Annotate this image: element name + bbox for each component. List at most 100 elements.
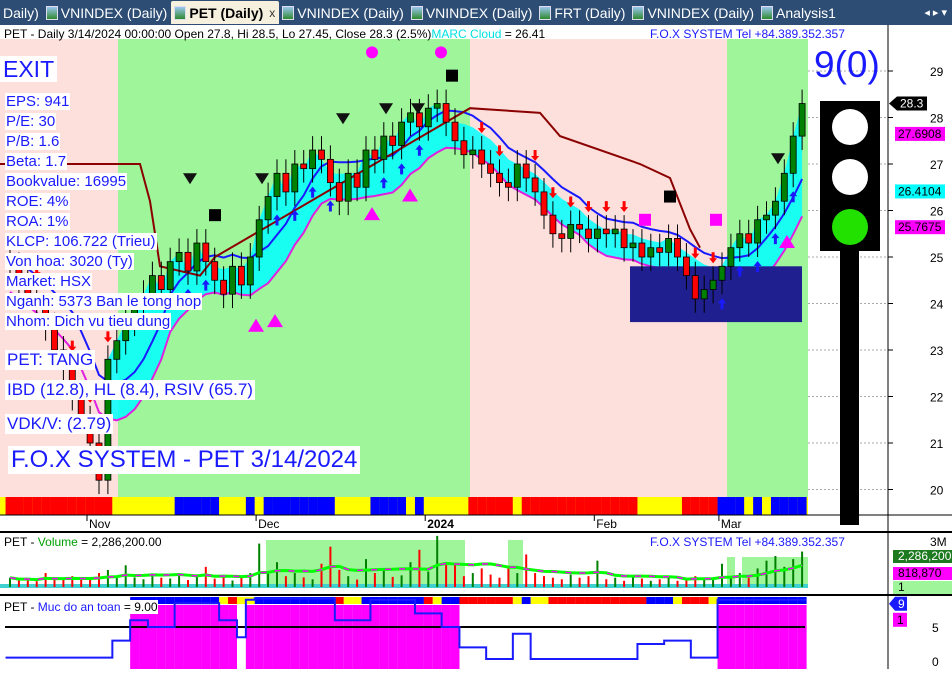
safety-fill xyxy=(797,605,807,669)
buy-arrow-icon xyxy=(201,279,210,291)
ratings-text: IBD (12.8), HL (8.4), RSIV (65.7) xyxy=(5,380,255,400)
safety-band-segment xyxy=(361,597,371,604)
safety-band-segment xyxy=(308,597,318,604)
candle-body xyxy=(371,149,379,160)
trend-band-segment xyxy=(210,497,220,515)
tab-5[interactable]: FRT (Daily) xyxy=(536,1,629,24)
sell-arrow-icon xyxy=(709,252,718,264)
candle-body xyxy=(798,103,806,137)
trend-band-segment xyxy=(228,497,237,515)
trend-band-segment xyxy=(85,497,95,515)
fundamental-item: Nganh: 5373 Ban le tong hop xyxy=(5,293,203,311)
last-price-tag xyxy=(889,96,927,111)
trend-band-segment xyxy=(183,497,193,515)
trend-band-segment xyxy=(566,497,576,515)
safety-fill xyxy=(174,605,184,669)
brand-contact: F.O.X SYSTEM Tel +84.389.352.357 xyxy=(650,27,845,41)
fundamental-item: Beta: 1.7 xyxy=(5,153,68,171)
safety-value: = 9.00 xyxy=(120,600,158,614)
candle-body xyxy=(202,242,210,263)
trend-band-segment xyxy=(681,497,691,515)
price-tag xyxy=(895,184,945,199)
safety-fill xyxy=(414,605,424,669)
safety-fill xyxy=(361,605,371,669)
safety-band-segment xyxy=(468,597,478,604)
candle-body xyxy=(389,135,397,146)
candle-body xyxy=(558,233,566,239)
safety-fill xyxy=(717,605,727,669)
magenta-triangle-icon xyxy=(248,318,264,332)
safety-value-label: 9 xyxy=(898,597,905,611)
trend-band-segment xyxy=(156,497,166,515)
chart-area[interactable]: Nov Dec 2024 Feb Mar 20 21 22 23 24 25 26 27 28 29 28.3… xyxy=(0,25,952,669)
candle-body xyxy=(496,172,503,184)
candle-body xyxy=(709,279,717,290)
candle-body xyxy=(282,172,290,193)
trend-band-segment xyxy=(441,497,451,515)
safety-band-segment xyxy=(334,597,344,604)
tab-3[interactable]: VNINDEX (Daily) xyxy=(279,1,408,24)
safety-fill xyxy=(379,605,389,669)
trend-band-segment xyxy=(112,497,122,515)
safety-band-segment xyxy=(673,597,682,604)
trend-band-segment xyxy=(245,497,255,515)
safety-fill xyxy=(201,605,211,669)
safety-fill xyxy=(228,605,237,669)
tab-7[interactable]: Analysis1 xyxy=(758,1,840,24)
target-zone xyxy=(630,266,802,323)
trend-band-segment xyxy=(352,497,362,515)
black-square-icon xyxy=(209,209,221,222)
score-label: 9(0) xyxy=(814,44,880,85)
trend-band-segment xyxy=(673,497,682,515)
tab-label: PET (Daily) xyxy=(189,4,264,21)
candle-body xyxy=(638,242,646,258)
x-tick-label: Dec xyxy=(258,517,279,531)
candle-body xyxy=(478,149,486,165)
trend-band-segment xyxy=(103,497,113,515)
tab-1[interactable]: VNINDEX (Daily) xyxy=(43,1,172,24)
sell-arrow-icon xyxy=(691,247,700,259)
trend-band-segment xyxy=(557,497,567,515)
fundamental-item: Von hoa: 3020 (Ty) xyxy=(5,253,134,271)
trend-band-segment xyxy=(423,497,433,515)
traffic-light-red-lamp xyxy=(832,109,868,145)
candle-body xyxy=(736,233,744,249)
tab-2[interactable]: PET (Daily) x xyxy=(171,1,280,24)
safety-fill xyxy=(308,605,318,669)
candle-body xyxy=(273,172,281,197)
buy-arrow-icon xyxy=(718,298,726,310)
magenta-circle-icon xyxy=(366,46,378,59)
sell-arrow-icon xyxy=(103,331,112,343)
safety-band-segment xyxy=(646,597,656,604)
trend-band-segment xyxy=(690,497,700,515)
tab-4[interactable]: VNINDEX (Daily) xyxy=(408,1,537,24)
safety-band-segment xyxy=(610,597,620,604)
sell-arrow-icon xyxy=(566,196,575,208)
safety-band-segment xyxy=(708,597,718,604)
tab-0[interactable]: Daily) xyxy=(0,1,43,24)
fundamental-item: ROA: 1% xyxy=(5,213,70,231)
safety-flag-label: 1 xyxy=(897,613,904,627)
candle-body xyxy=(211,261,219,281)
trend-band-segment xyxy=(343,497,353,515)
candle-body xyxy=(602,228,610,235)
tab-scroll-arrows[interactable]: ◂ ▸ ▾ xyxy=(924,6,947,19)
candle-body xyxy=(576,224,583,230)
x-tick-label: 2024 xyxy=(427,517,454,531)
fundamental-item: EPS: 941 xyxy=(5,93,71,111)
trend-band-segment xyxy=(388,497,398,515)
safety-band-segment xyxy=(459,597,469,604)
black-triangle-icon xyxy=(379,103,393,115)
safety-fill xyxy=(397,605,407,669)
safety-band-segment xyxy=(156,597,166,604)
trend-band-segment xyxy=(664,497,674,515)
trend-band-segment xyxy=(32,497,42,515)
candle-body xyxy=(157,275,165,290)
safety-line xyxy=(5,597,807,660)
tab-6[interactable]: VNINDEX (Daily) xyxy=(629,1,758,24)
black-triangle-icon xyxy=(336,113,350,125)
candle-body xyxy=(540,191,548,216)
trend-band-segment xyxy=(406,497,415,515)
close-tab-icon[interactable]: x xyxy=(269,5,276,20)
chart-canvas[interactable]: Nov Dec 2024 Feb Mar 20 21 22 23 24 25 26 27 28 29 28.3… xyxy=(0,25,952,669)
